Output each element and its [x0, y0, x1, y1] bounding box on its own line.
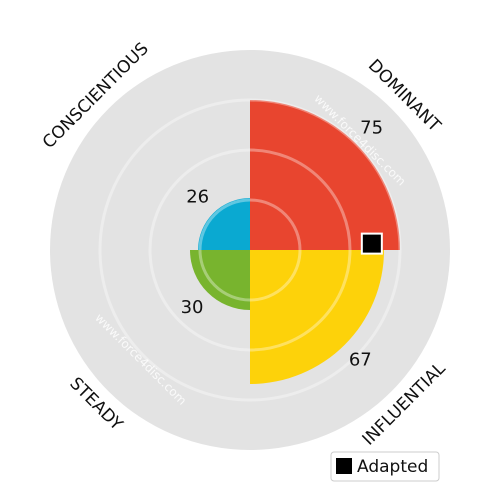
- wedge: [250, 100, 400, 250]
- adapted-marker: [360, 232, 383, 255]
- wedge: [250, 250, 384, 384]
- legend-swatch: [336, 458, 352, 474]
- value-label: 26: [186, 187, 209, 208]
- grid-circle: [198, 198, 302, 302]
- value-label: 67: [349, 349, 372, 370]
- wedge: [198, 198, 250, 250]
- legend-label: Adapted: [357, 457, 428, 477]
- wedge: [190, 250, 250, 310]
- legend-box: [330, 451, 440, 482]
- grid-circle: [98, 98, 402, 402]
- legend: Adapted: [330, 451, 440, 482]
- value-label: 75: [360, 117, 383, 138]
- grid-circle: [148, 148, 352, 352]
- value-label: 30: [181, 297, 204, 318]
